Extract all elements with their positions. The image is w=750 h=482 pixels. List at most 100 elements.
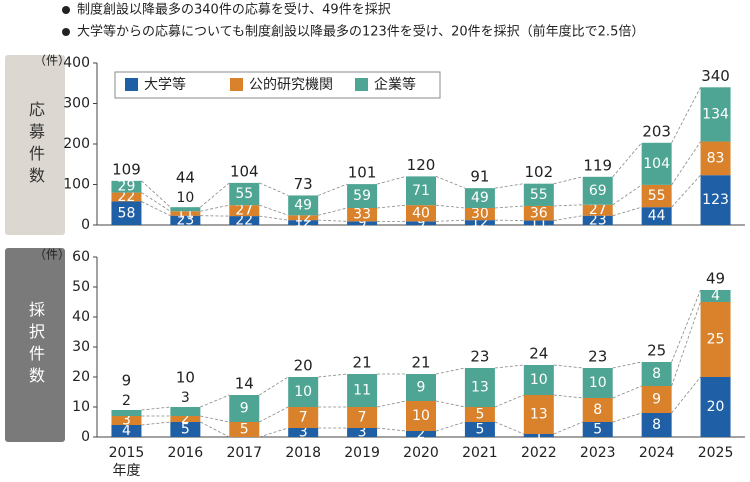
total-label: 44 bbox=[176, 169, 195, 187]
total-label: 104 bbox=[230, 162, 259, 180]
value-label: 8 bbox=[593, 402, 602, 418]
connector bbox=[435, 421, 466, 432]
x-tick-label: 2023 bbox=[580, 445, 616, 461]
bar-segment bbox=[406, 431, 436, 437]
value-label: 25 bbox=[707, 332, 725, 348]
bar-segment bbox=[288, 220, 319, 225]
total-label: 25 bbox=[647, 342, 666, 360]
value-label: 4 bbox=[122, 423, 131, 439]
bar-segment bbox=[582, 422, 613, 437]
bar-segment bbox=[229, 216, 260, 225]
bar-segment bbox=[406, 205, 436, 222]
bar-segment bbox=[288, 407, 319, 428]
bar-segment bbox=[288, 428, 319, 437]
bullet bbox=[62, 6, 70, 14]
connector bbox=[259, 204, 289, 216]
value-label: 9 bbox=[652, 392, 661, 408]
value-label: 55 bbox=[648, 188, 666, 204]
value-label: 36 bbox=[530, 205, 548, 221]
value-label: 10 bbox=[530, 372, 548, 388]
x-tick-label: 2024 bbox=[639, 445, 675, 461]
total-label: 91 bbox=[470, 168, 489, 186]
connector bbox=[435, 219, 465, 222]
connector bbox=[200, 415, 230, 423]
connector bbox=[259, 406, 289, 423]
total-label: 20 bbox=[294, 357, 313, 375]
note: 大学等からの応募についても制度創設以降最多の123件を受け、20件を採択（前年度… bbox=[77, 24, 644, 40]
x-tick-label: 2016 bbox=[168, 445, 204, 461]
bar-segment bbox=[582, 204, 613, 216]
connector bbox=[612, 361, 642, 369]
connector bbox=[671, 174, 701, 208]
connector bbox=[494, 364, 524, 369]
legend-label: 大学等 bbox=[144, 76, 186, 93]
x-tick-label: 2017 bbox=[226, 445, 262, 461]
unit-label: （件） bbox=[34, 54, 70, 68]
value-label: 2 bbox=[181, 411, 190, 427]
total-label: 21 bbox=[353, 354, 372, 372]
connector bbox=[200, 182, 230, 208]
bar-segment bbox=[523, 365, 554, 395]
bar-segment bbox=[523, 395, 554, 434]
bar-segment bbox=[464, 407, 495, 422]
bar-segment bbox=[641, 207, 672, 225]
connector bbox=[259, 215, 289, 221]
bar-segment bbox=[523, 434, 554, 437]
bar-segment bbox=[229, 395, 260, 422]
connector bbox=[612, 206, 642, 217]
value-label: 22 bbox=[118, 189, 136, 205]
total-label: 23 bbox=[588, 348, 607, 366]
bar-segment bbox=[170, 215, 201, 225]
connector bbox=[494, 205, 524, 209]
value-label: 23 bbox=[176, 212, 194, 228]
connector bbox=[318, 207, 348, 216]
value-label: 10 bbox=[294, 384, 312, 400]
bar-segment bbox=[347, 374, 378, 407]
total-label: 23 bbox=[470, 348, 489, 366]
value-label: 3 bbox=[299, 425, 308, 441]
value-label: 59 bbox=[353, 188, 371, 204]
connector bbox=[435, 176, 466, 189]
value-label: 8 bbox=[652, 366, 661, 382]
total-label: 102 bbox=[524, 163, 553, 181]
connector bbox=[494, 394, 524, 408]
x-tick-label: 2015 bbox=[109, 445, 145, 461]
value-label: 71 bbox=[412, 183, 430, 199]
connector bbox=[259, 427, 289, 438]
x-tick-label: 2018 bbox=[285, 445, 321, 461]
bar-segment bbox=[170, 211, 201, 216]
connector bbox=[612, 412, 642, 423]
connector bbox=[377, 427, 407, 432]
bar-segment bbox=[406, 374, 436, 401]
connector bbox=[671, 87, 701, 143]
bar-segment bbox=[582, 398, 613, 422]
bar-segment bbox=[406, 176, 436, 206]
total-label: 73 bbox=[294, 175, 313, 193]
value-label: 44 bbox=[648, 208, 666, 224]
connector bbox=[671, 141, 701, 186]
legend-swatch bbox=[230, 78, 243, 91]
total-label: 119 bbox=[583, 156, 612, 174]
value-label: 3 bbox=[358, 425, 367, 441]
connector bbox=[612, 184, 642, 206]
bar-segment bbox=[700, 141, 731, 176]
bar-segment bbox=[347, 184, 378, 208]
bullet bbox=[62, 28, 70, 36]
connector bbox=[671, 301, 701, 387]
side-label: 採択件数 bbox=[5, 248, 65, 442]
bar-segment bbox=[700, 302, 731, 377]
bar-segment bbox=[111, 410, 142, 416]
bar-segment bbox=[641, 413, 672, 437]
legend-box bbox=[114, 71, 441, 99]
value-label: 29 bbox=[118, 179, 136, 195]
bar-segment bbox=[111, 180, 142, 193]
value-label: 83 bbox=[707, 150, 725, 166]
y-tick-label: 60 bbox=[72, 249, 90, 265]
connector bbox=[671, 289, 701, 363]
value-label: 27 bbox=[589, 202, 607, 218]
bar-segment bbox=[170, 416, 201, 422]
total-label: 109 bbox=[112, 160, 141, 178]
value-label: 104 bbox=[643, 156, 670, 172]
connector bbox=[435, 367, 465, 375]
legend-label: 公的研究機関 bbox=[249, 77, 333, 93]
